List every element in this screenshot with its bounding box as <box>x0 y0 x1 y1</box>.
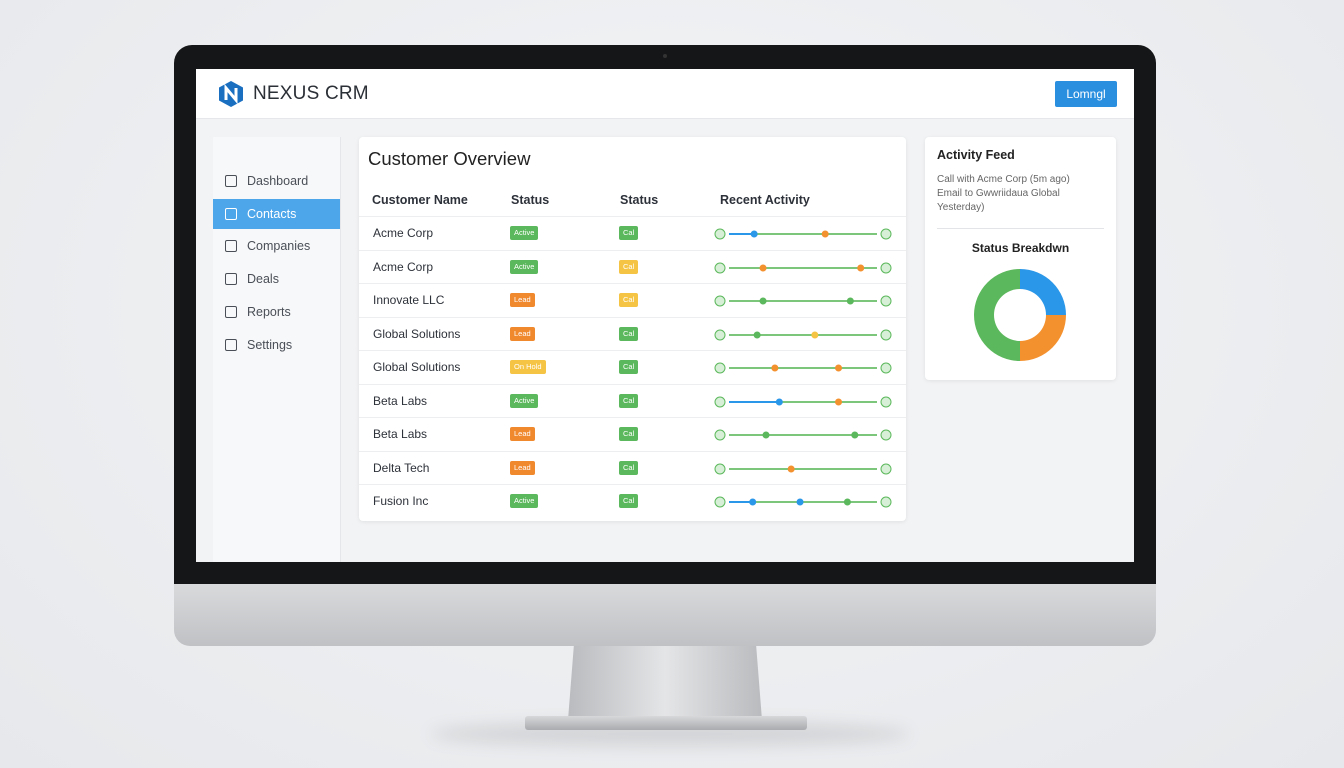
status-badge: Cal <box>619 360 639 374</box>
customer-name: Fusion Inc <box>373 494 429 508</box>
card-title: Customer Overview <box>368 148 531 169</box>
nav-icon <box>225 207 237 220</box>
top-bar: NEXUS CRM Lomngl <box>196 69 1134 119</box>
status-badge: Active <box>510 393 539 408</box>
monitor-chin <box>174 584 1156 646</box>
status-badge: On Hold <box>510 360 546 374</box>
status-badge: Cal <box>619 259 639 274</box>
status-badge: Lead <box>510 326 535 341</box>
sidebar: Dashboard Contacts Companies Deals Reports Se… <box>213 137 341 562</box>
status-badge: Cal <box>619 427 639 441</box>
table-row[interactable]: Beta Labs Lead Cal <box>359 417 906 451</box>
activity-timeline <box>714 362 892 374</box>
activity-timeline <box>714 429 892 441</box>
status-badge: Active <box>510 259 539 274</box>
donut-segment <box>1020 315 1066 361</box>
table-row[interactable]: Innovate LLC Lead Cal <box>359 283 906 317</box>
status-badge: Lead <box>510 427 535 441</box>
nav-icon <box>225 305 237 318</box>
monitor-base <box>525 716 807 730</box>
nav-item[interactable]: Contacts <box>213 198 340 229</box>
donut-segment <box>974 269 1020 361</box>
table-row[interactable]: Acme Corp Active Cal <box>359 249 906 284</box>
column-header: Recent Activity <box>720 193 810 207</box>
status-badge: Cal <box>619 293 639 307</box>
customer-name: Global Solutions <box>373 360 461 374</box>
customer-card: Customer Overview Customer Name Status Sta… <box>359 137 906 521</box>
status-badge: Cal <box>619 226 639 240</box>
table-row[interactable]: Beta Labs Active Cal <box>359 383 906 418</box>
status-badge: Cal <box>619 393 639 408</box>
nav-label: Dashboard <box>247 174 309 188</box>
breakdown-title: Status Breakdwn <box>971 241 1070 255</box>
column-header: Customer Name <box>372 193 468 207</box>
table-row[interactable]: Global Solutions On Hold Cal <box>359 350 906 384</box>
customer-name: Beta Labs <box>373 427 428 441</box>
column-header: Status <box>511 193 550 207</box>
nav-label: Deals <box>247 272 279 287</box>
feed-line: Call with Acme Corp (5m ago) <box>937 174 1070 185</box>
status-badge: Lead <box>510 293 535 307</box>
customer-name: Global Solutions <box>373 326 461 341</box>
column-header: Status <box>620 193 659 207</box>
nav-icon <box>225 240 237 253</box>
feed-line: Yesterday) <box>937 202 985 213</box>
logo <box>219 81 243 107</box>
donut-chart <box>974 269 1066 361</box>
table-row[interactable]: Delta Tech Lead Cal <box>359 450 906 485</box>
login-button[interactable]: Lomngl <box>1055 81 1117 107</box>
nav-item[interactable]: Reports <box>213 297 340 327</box>
nav-icon <box>225 338 237 351</box>
nav-item[interactable]: Deals <box>213 264 340 294</box>
activity-timeline <box>714 496 892 508</box>
monitor-stand <box>568 646 762 720</box>
customer-name: Delta Tech <box>373 460 430 475</box>
status-badge: Cal <box>619 460 639 475</box>
nav-item[interactable]: Settings <box>213 330 340 360</box>
table-row[interactable]: Fusion Inc Active Cal <box>359 484 906 518</box>
activity-timeline <box>714 329 892 340</box>
activity-timeline <box>714 396 892 407</box>
nav-item[interactable]: Companies <box>213 231 340 261</box>
table-row[interactable]: Acme Corp Active Cal <box>359 216 906 250</box>
table-row[interactable]: Global Solutions Lead Cal <box>359 316 906 351</box>
nav-label: Contacts <box>247 206 297 221</box>
activity-card: Activity Feed Status Breakdwn Call with … <box>925 137 1116 380</box>
nav-label: Settings <box>247 337 293 352</box>
status-badge: Active <box>510 226 539 240</box>
brand: NEXUS CRM <box>253 83 369 104</box>
nav-label: Reports <box>247 304 291 319</box>
customer-name: Innovate LLC <box>373 293 445 307</box>
status-badge: Cal <box>619 326 639 341</box>
nav-item[interactable]: Dashboard <box>213 166 340 196</box>
camera <box>663 54 667 58</box>
customer-name: Acme Corp <box>373 226 434 240</box>
customer-name: Beta Labs <box>373 393 428 408</box>
feed-title: Activity Feed <box>937 148 1015 162</box>
separator <box>937 228 1104 229</box>
status-badge: Cal <box>619 494 639 508</box>
activity-timeline <box>714 228 892 240</box>
customer-name: Acme Corp <box>373 259 434 274</box>
nav-icon <box>225 273 237 286</box>
screen: NEXUS CRM Lomngl Dashboard Contacts Compan… <box>196 69 1134 562</box>
feed-line: Email to Gwwriidaua Global <box>937 188 1060 199</box>
activity-timeline <box>714 463 892 474</box>
nav-label: Companies <box>247 239 311 254</box>
status-badge: Active <box>510 494 539 508</box>
activity-timeline <box>714 262 892 273</box>
status-badge: Lead <box>510 460 535 475</box>
activity-timeline <box>714 295 892 307</box>
donut-segment <box>1020 269 1066 315</box>
nav-icon <box>225 175 237 187</box>
